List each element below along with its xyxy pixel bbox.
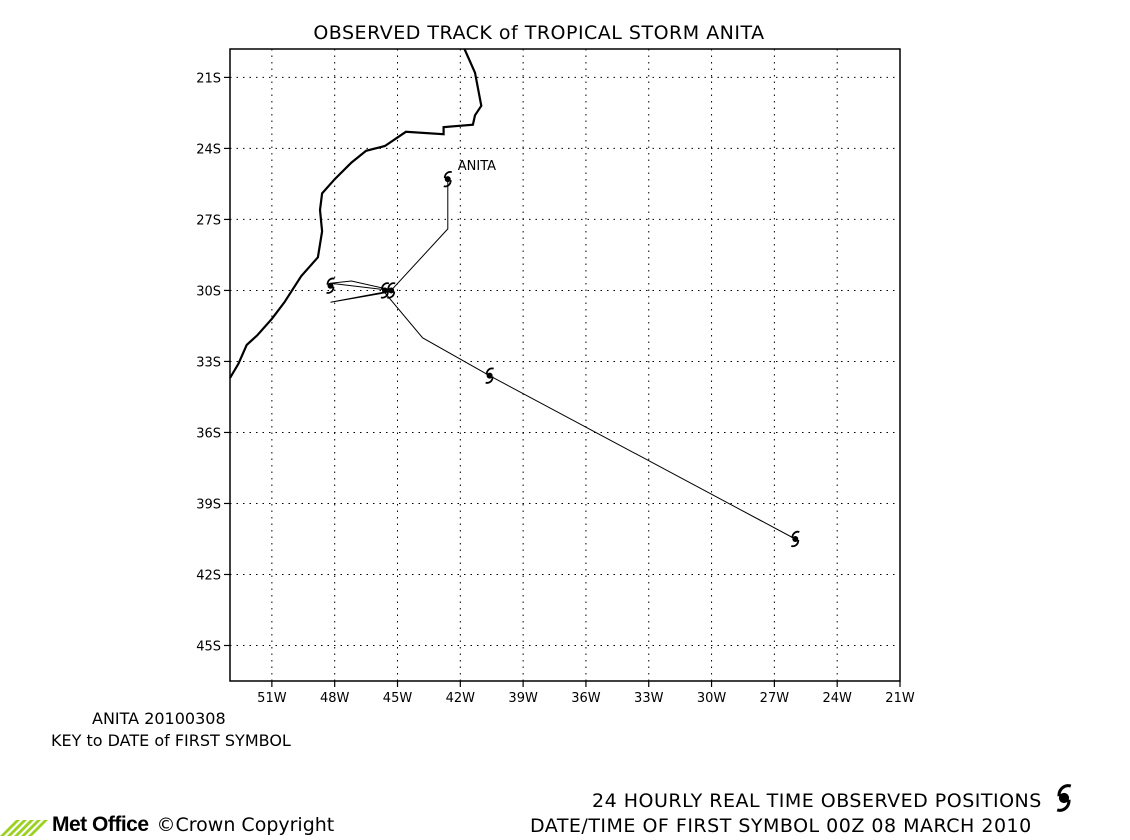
tropical-storm-symbol-icon: [1056, 784, 1072, 812]
y-tick-label-39S: 39S: [196, 497, 221, 512]
storm-symbol-4: [386, 282, 396, 299]
x-tick-label-30W: 30W: [697, 691, 727, 706]
copyright-notice: ©Crown Copyright: [157, 814, 335, 836]
copyright-text: Crown Copyright: [175, 814, 335, 836]
axis-ticks: 51W 48W 45W 42W 39W 36W 33W 30W 27W 24W 21W 21S 24S 2…: [196, 71, 915, 706]
y-tick-label-36S: 36S: [196, 426, 221, 441]
storm-track: [330, 179, 796, 540]
y-tick-label-33S: 33S: [196, 355, 221, 370]
met-office-logo: Met Office ©Crown Copyright: [0, 810, 334, 840]
x-tick-label-39W: 39W: [508, 691, 538, 706]
y-tick-label-30S: 30S: [196, 284, 221, 299]
storm-symbol-3: [380, 282, 390, 299]
x-tick-label-24W: 24W: [822, 691, 852, 706]
map-grid: [230, 49, 901, 681]
footer-positions-text: 24 HOURLY REAL TIME OBSERVED POSITIONS: [592, 790, 1042, 812]
x-tick-label-36W: 36W: [571, 691, 601, 706]
storm-symbol-6: [443, 171, 453, 188]
key-caption: KEY to DATE of FIRST SYMBOL: [51, 731, 291, 750]
copyright-symbol: ©: [156, 814, 176, 836]
x-tick-label-45W: 45W: [383, 691, 413, 706]
storm-symbols: [326, 171, 800, 548]
x-tick-label-51W: 51W: [257, 691, 287, 706]
footer-storm-symbol: [1056, 784, 1072, 812]
storm-name-label: ANITA: [458, 159, 496, 174]
key-storm-date: ANITA 20100308: [92, 709, 226, 728]
storm-symbol-1: [791, 530, 800, 548]
x-tick-label-33W: 33W: [634, 691, 664, 706]
coastline: [229, 48, 483, 379]
storm-symbol-5: [326, 277, 335, 294]
x-tick-label-42W: 42W: [446, 691, 476, 706]
x-tick-label-48W: 48W: [320, 691, 350, 706]
y-tick-label-45S: 45S: [196, 639, 221, 654]
x-tick-label-21W: 21W: [885, 691, 915, 706]
y-tick-label-42S: 42S: [196, 568, 221, 583]
footer-first-symbol-text: DATE/TIME OF FIRST SYMBOL 00Z 08 MARCH 2…: [530, 815, 1032, 837]
x-tick-label-27W: 27W: [760, 691, 790, 706]
y-tick-label-27S: 27S: [196, 213, 221, 228]
map-frame: [229, 48, 901, 682]
met-office-stripes-icon: [0, 820, 48, 836]
logo-text: Met Office: [52, 813, 149, 836]
y-tick-label-24S: 24S: [196, 142, 221, 157]
y-tick-label-21S: 21S: [196, 71, 221, 86]
storm-symbol-2: [485, 367, 494, 384]
map-title: OBSERVED TRACK of TROPICAL STORM ANITA: [313, 22, 765, 44]
